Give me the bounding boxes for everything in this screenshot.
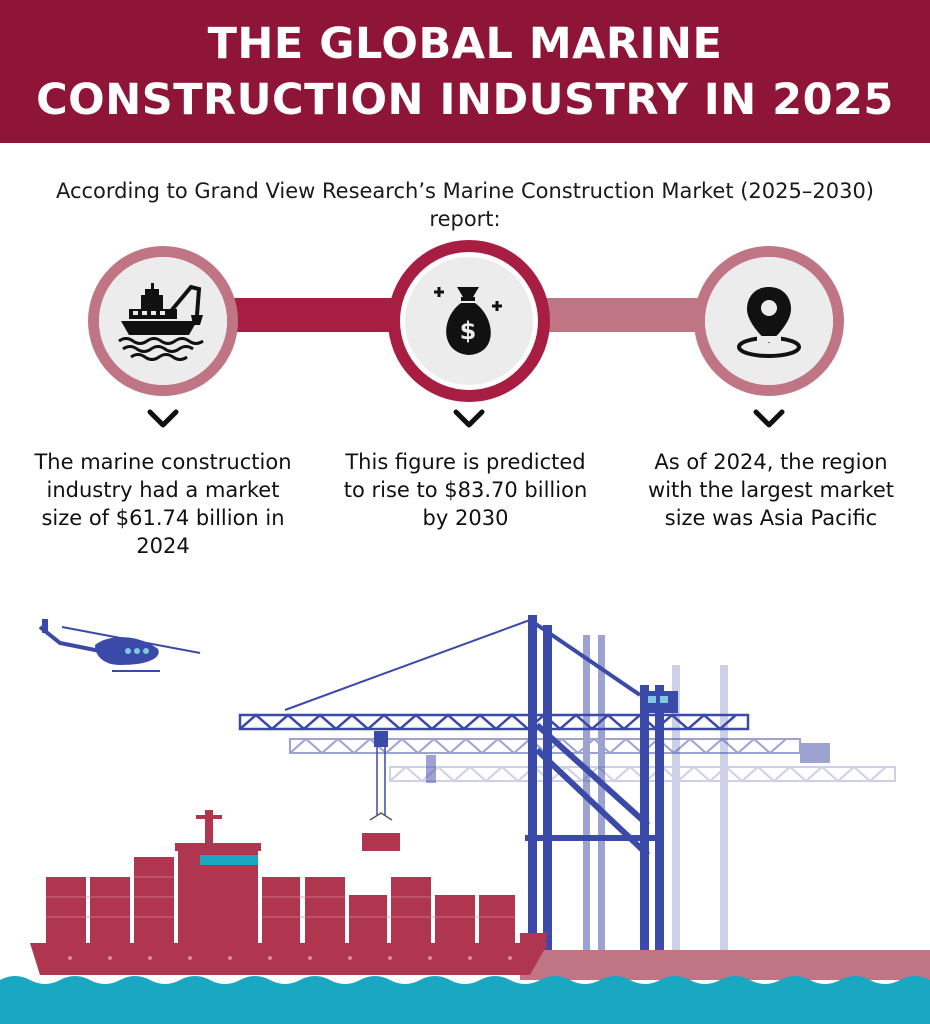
title-line-2: CONSTRUCTION INDUSTRY IN 2025 [36,74,894,125]
step-3-circle [694,246,844,396]
step-1-circle [88,246,238,396]
sea [0,976,930,1024]
container-ship [30,810,548,975]
step-1-caption: The marine construction industry had a m… [34,450,292,558]
container-stripes [46,876,515,918]
crane-front [238,615,750,950]
step-3-icon-bg [705,257,833,385]
hull-portholes [68,956,512,960]
connector-left [220,298,420,332]
title-banner: THE GLOBAL MARINE CONSTRUCTION INDUSTRY … [0,0,930,143]
chevron-down-icon [453,409,485,428]
step-2-icon-bg: $ [405,257,533,385]
title-line-1: THE GLOBAL MARINE [207,18,723,69]
page-title: THE GLOBAL MARINE CONSTRUCTION INDUSTRY … [36,16,894,128]
quay [520,950,930,980]
step-3-caption: As of 2024, the region with the largest … [648,450,894,530]
step-1-icon-bg [99,257,227,385]
key-facts: $ The marine construction industry had a… [0,240,930,570]
chevron-down-icon [147,409,179,428]
step-2-circle: $ [388,240,550,402]
helicopter [38,619,201,672]
money-bag-icon: $ [434,287,502,355]
step-2-caption: This figure is predicted to rise to $83.… [343,450,588,530]
connector-right [530,298,720,332]
svg-text:$: $ [460,317,477,345]
dredger-ship-icon [118,283,204,361]
port-illustration [0,615,930,1024]
chevron-down-icon [753,409,785,428]
intro-text: According to Grand View Research’s Marin… [55,179,875,231]
location-pin-icon [737,287,801,358]
